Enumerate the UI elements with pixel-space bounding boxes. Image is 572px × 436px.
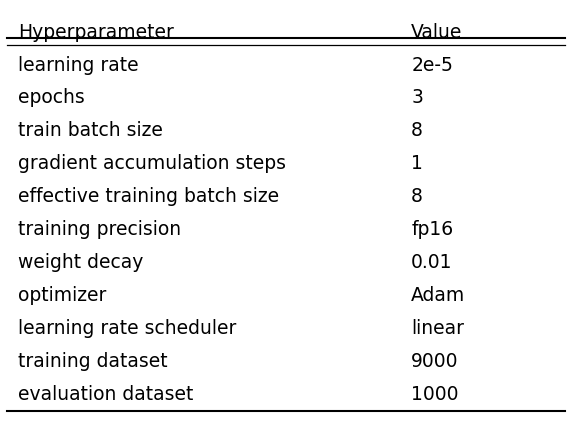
Text: optimizer: optimizer xyxy=(18,286,107,305)
Text: effective training batch size: effective training batch size xyxy=(18,187,280,206)
Text: training precision: training precision xyxy=(18,220,181,239)
Text: 1: 1 xyxy=(411,154,423,174)
Text: 2e-5: 2e-5 xyxy=(411,55,453,75)
Text: training dataset: training dataset xyxy=(18,352,168,371)
Text: 1000: 1000 xyxy=(411,385,459,404)
Text: weight decay: weight decay xyxy=(18,253,144,272)
Text: 3: 3 xyxy=(411,89,423,107)
Text: linear: linear xyxy=(411,319,464,338)
Text: epochs: epochs xyxy=(18,89,85,107)
Text: 9000: 9000 xyxy=(411,352,459,371)
Text: 8: 8 xyxy=(411,187,423,206)
Text: evaluation dataset: evaluation dataset xyxy=(18,385,194,404)
Text: learning rate: learning rate xyxy=(18,55,139,75)
Text: 8: 8 xyxy=(411,121,423,140)
Text: Value: Value xyxy=(411,23,463,42)
Text: Hyperparameter: Hyperparameter xyxy=(18,23,174,42)
Text: fp16: fp16 xyxy=(411,220,454,239)
Text: 0.01: 0.01 xyxy=(411,253,452,272)
Text: train batch size: train batch size xyxy=(18,121,164,140)
Text: Adam: Adam xyxy=(411,286,466,305)
Text: gradient accumulation steps: gradient accumulation steps xyxy=(18,154,287,174)
Text: learning rate scheduler: learning rate scheduler xyxy=(18,319,237,338)
